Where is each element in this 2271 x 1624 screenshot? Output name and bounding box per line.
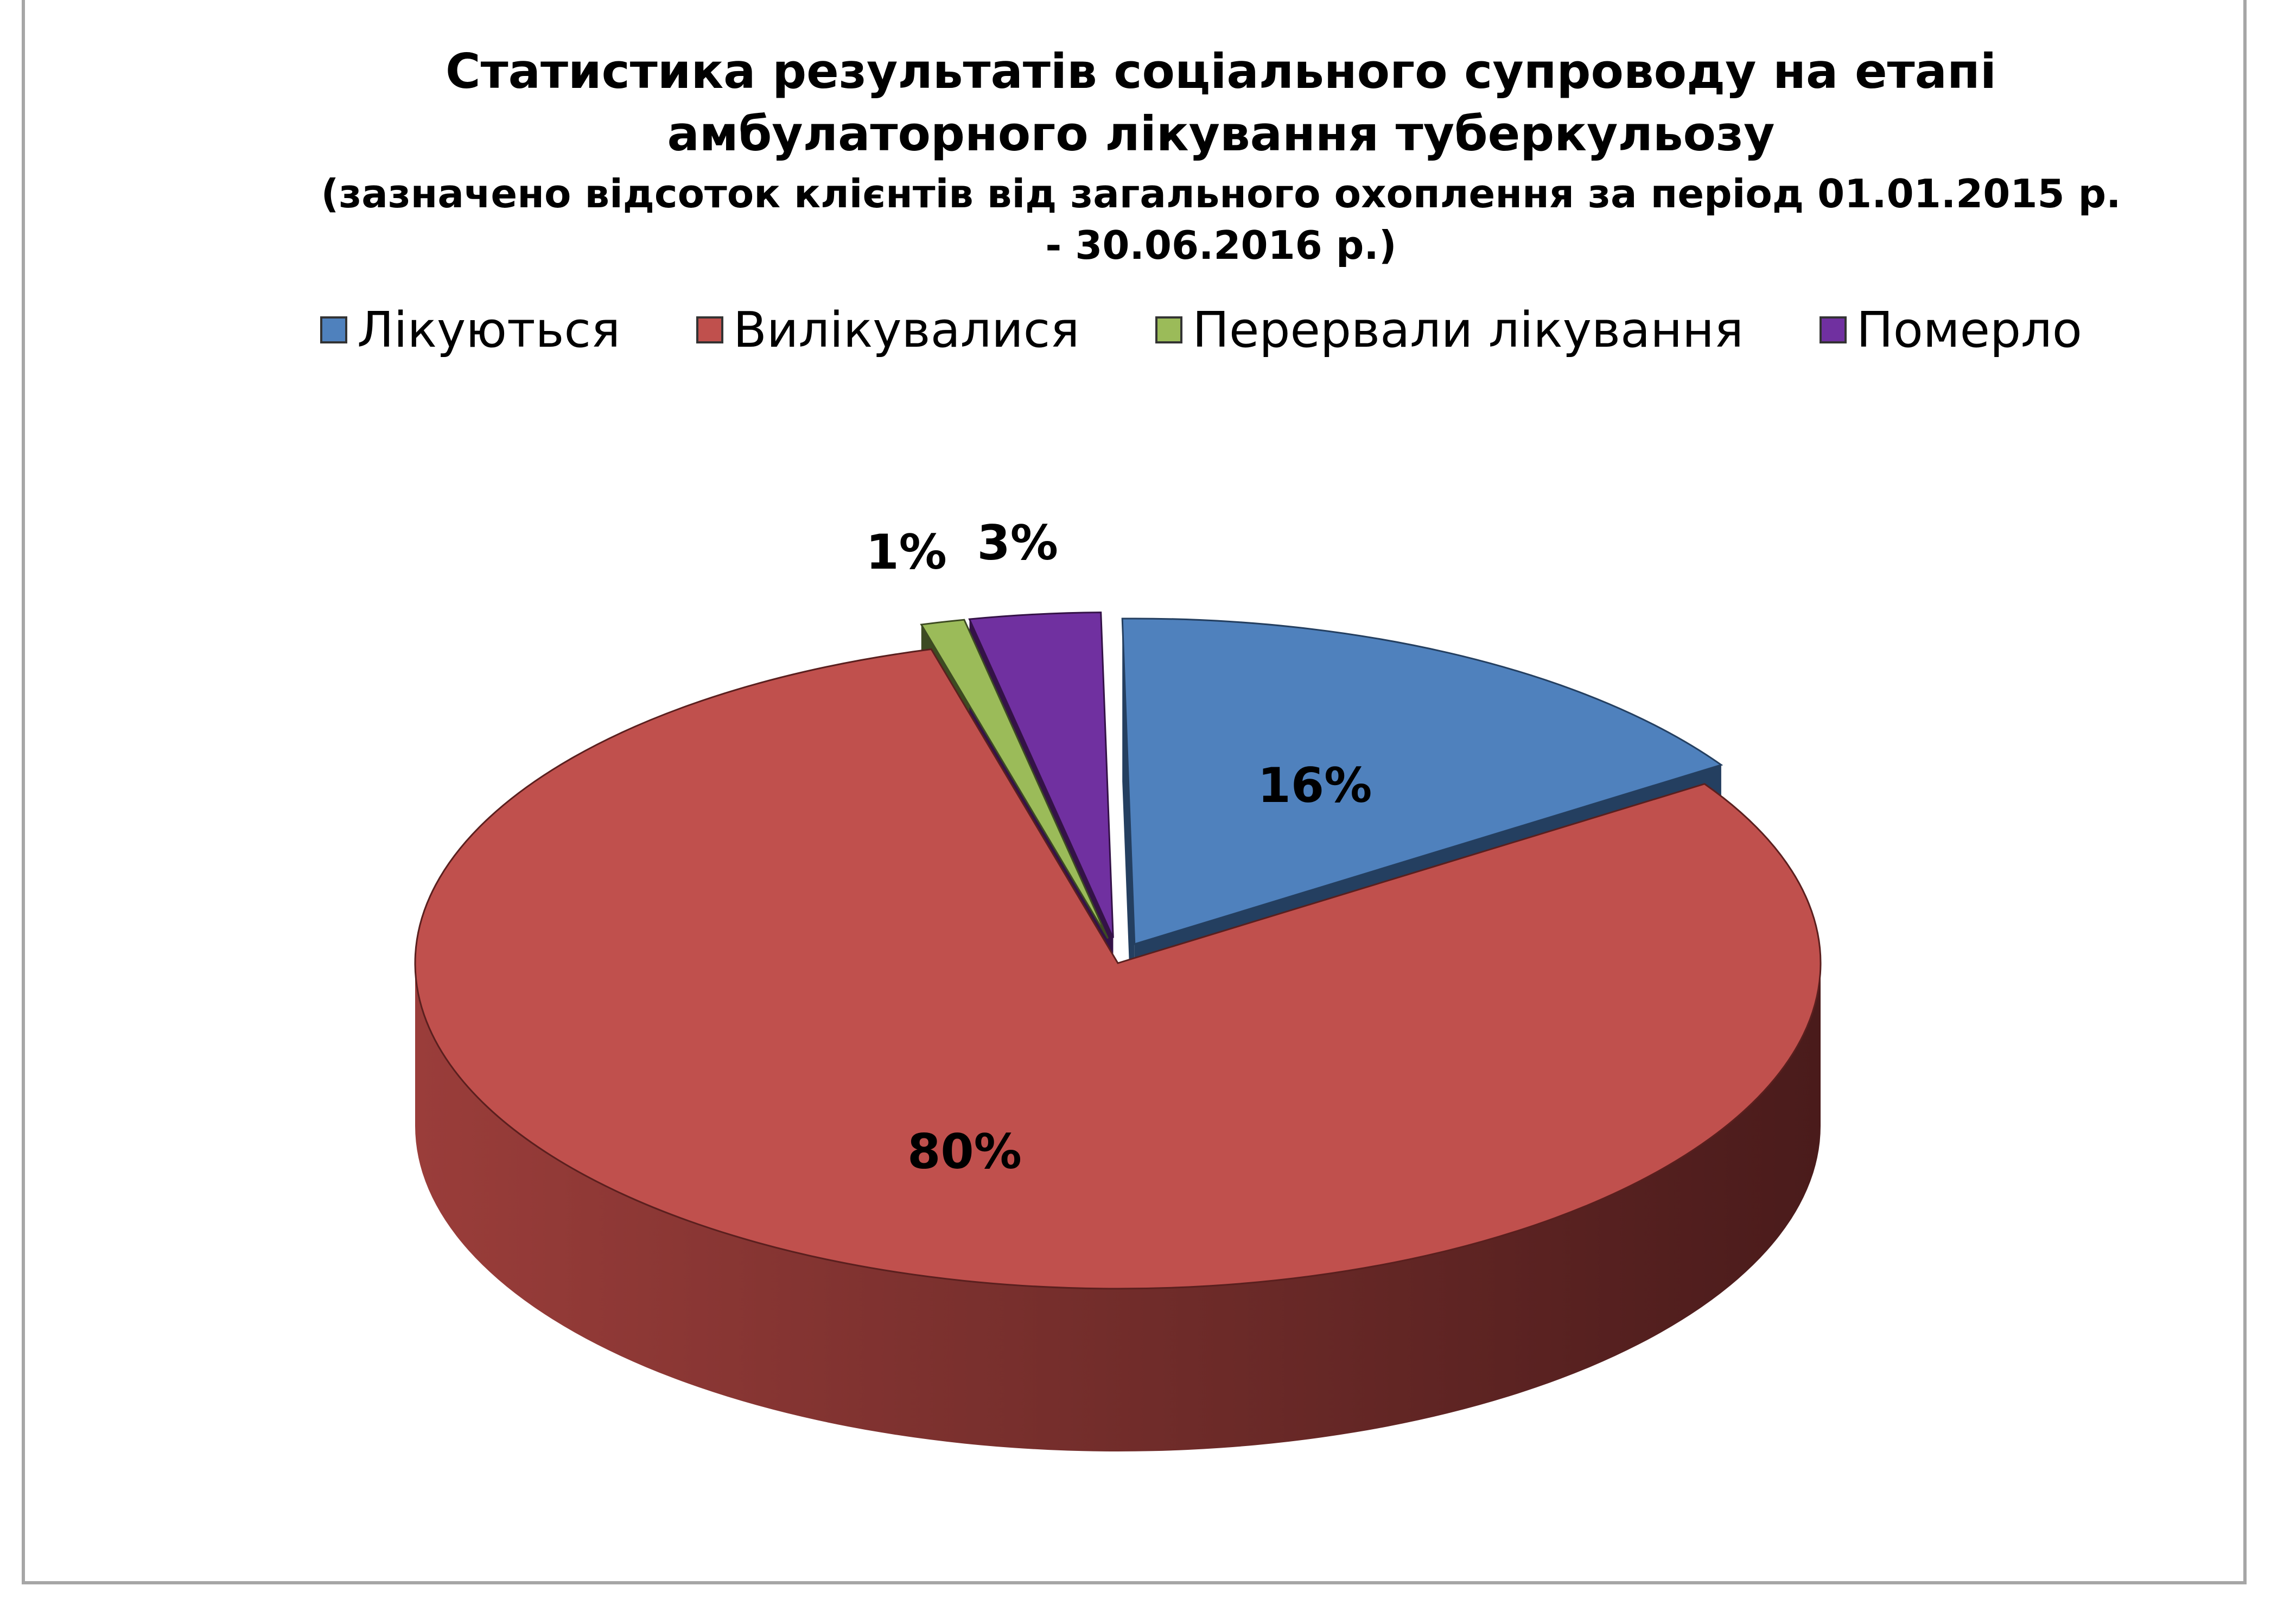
pie-slice-vylikuvalysia xyxy=(414,648,1822,1290)
pie-top-faces xyxy=(414,612,1822,1290)
legend-label-pomerlo: Померло xyxy=(1856,301,2082,359)
pie-side-vylikuvalysia xyxy=(415,963,1821,1451)
data-label-pereryvaly: 1% xyxy=(866,524,946,580)
legend-label-pereryvaly: Перервали лікування xyxy=(1192,301,1744,359)
pie-data-labels: 16% 80% 1% 3% xyxy=(866,515,1372,1180)
chart-subtitle-line-1: (зазначено відсоток клієнтів від загальн… xyxy=(321,171,2121,216)
pie-slice-pereryvaly xyxy=(920,619,1109,939)
chart-frame xyxy=(22,0,2247,1584)
pie-slice-pomerlo xyxy=(968,612,1114,939)
legend-item-pomerlo: Померло xyxy=(1820,302,2082,359)
legend-label-likuiutsia: Лікуються xyxy=(357,301,621,359)
data-label-pomerlo: 3% xyxy=(977,515,1058,571)
chart-subtitle-line-2: - 30.06.2016 р.) xyxy=(1045,222,1397,268)
legend-swatch-likuiutsia xyxy=(320,316,347,343)
legend-item-vylikuvalysia: Вилікувалися xyxy=(696,302,1079,359)
chart-title-line-1: Статистика результатів соціального супро… xyxy=(445,43,1997,99)
data-label-likuiutsia: 16% xyxy=(1258,757,1372,813)
chart-title-line-2: амбулаторного лікування туберкульозу xyxy=(667,106,1775,162)
legend-swatch-vylikuvalysia xyxy=(696,316,724,343)
data-label-vylikuvalysia: 80% xyxy=(907,1124,1022,1180)
legend-label-vylikuvalysia: Вилікувалися xyxy=(733,301,1080,359)
legend-item-likuiutsia: Лікуються xyxy=(320,302,620,359)
legend-swatch-pomerlo xyxy=(1820,316,1847,343)
legend-swatch-pereryvaly xyxy=(1155,316,1183,343)
chart-legend: Лікуються Вилікувалися Перервали лікуван… xyxy=(320,297,2158,362)
pie-slice-likuiutsia xyxy=(1121,617,1723,945)
legend-item-pereryvaly: Перервали лікування xyxy=(1155,302,1744,359)
